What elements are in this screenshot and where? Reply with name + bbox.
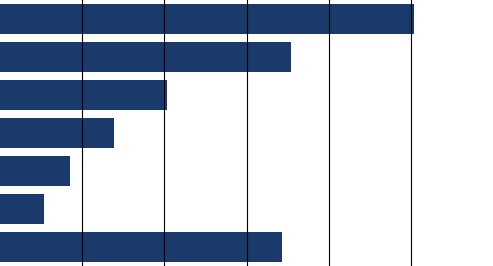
Bar [0, 4, 414, 34]
Bar [0, 118, 114, 148]
Bar [0, 42, 290, 72]
Bar [0, 80, 167, 110]
Bar [0, 156, 70, 186]
Bar [0, 194, 44, 224]
Bar [0, 232, 282, 262]
